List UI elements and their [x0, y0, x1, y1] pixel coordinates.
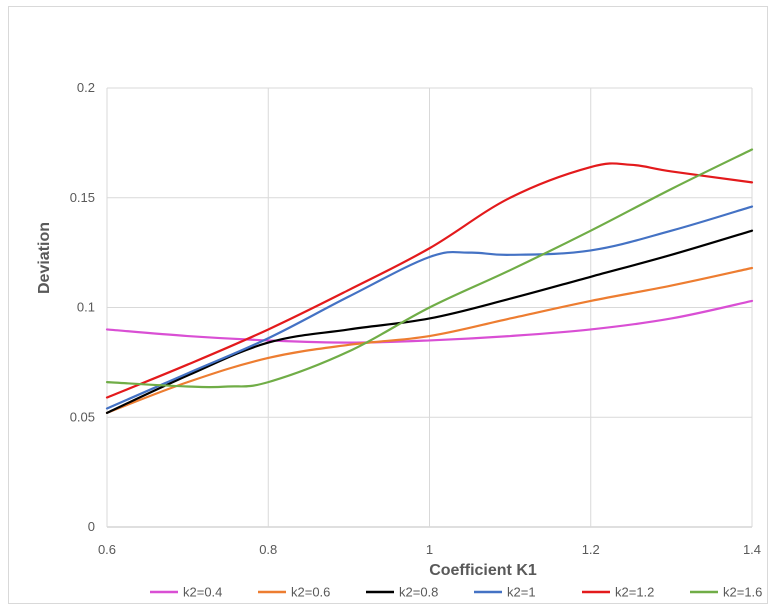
chart-frame [8, 6, 768, 604]
legend-label: k2=0.6 [291, 585, 330, 600]
series-lines [105, 148, 754, 414]
x-tick-label: 1.2 [582, 542, 600, 557]
y-tick-label: 0 [88, 519, 95, 534]
legend-label: k2=1 [507, 585, 536, 600]
y-tick-label: 0.2 [77, 80, 95, 95]
legend: k2=0.4 k2=0.6 k2=0.8 k2=1 k2=1.2 k2=1.6 [150, 585, 762, 600]
legend-item: k2=0.6 [258, 585, 330, 600]
x-tick-label: 0.8 [259, 542, 277, 557]
legend-item: k2=0.8 [366, 585, 438, 600]
legend-item: k2=1.2 [582, 585, 654, 600]
y-axis-title: Deviation [36, 222, 53, 294]
x-tick-label: 0.6 [98, 542, 116, 557]
series-line-k2-0-6 [105, 266, 754, 414]
series-line-k2-1-2 [105, 162, 754, 399]
y-tick-label: 0.05 [70, 409, 95, 424]
legend-item: k2=0.4 [150, 585, 222, 600]
x-axis-title: Coefficient K1 [429, 562, 537, 579]
series-line-k2-0-8 [105, 229, 754, 414]
y-tick-label: 0.15 [70, 190, 95, 205]
legend-label: k2=0.8 [399, 585, 438, 600]
x-tick-label: 1 [426, 542, 433, 557]
series-line-k2-0-4 [105, 299, 754, 344]
legend-label: k2=1.6 [723, 585, 762, 600]
tick-labels: 0 0.05 0.1 0.15 0.2 0.6 0.8 1 1.2 1.4 [70, 80, 761, 557]
legend-label: k2=1.2 [615, 585, 654, 600]
series-line-k2-1 [105, 205, 754, 410]
legend-label: k2=0.4 [183, 585, 222, 600]
y-tick-label: 0.1 [77, 300, 95, 315]
legend-item: k2=1 [474, 585, 536, 600]
gridlines [106, 87, 753, 528]
x-tick-label: 1.4 [743, 542, 761, 557]
legend-item: k2=1.6 [690, 585, 762, 600]
series-line-k2-1-6 [105, 148, 754, 389]
